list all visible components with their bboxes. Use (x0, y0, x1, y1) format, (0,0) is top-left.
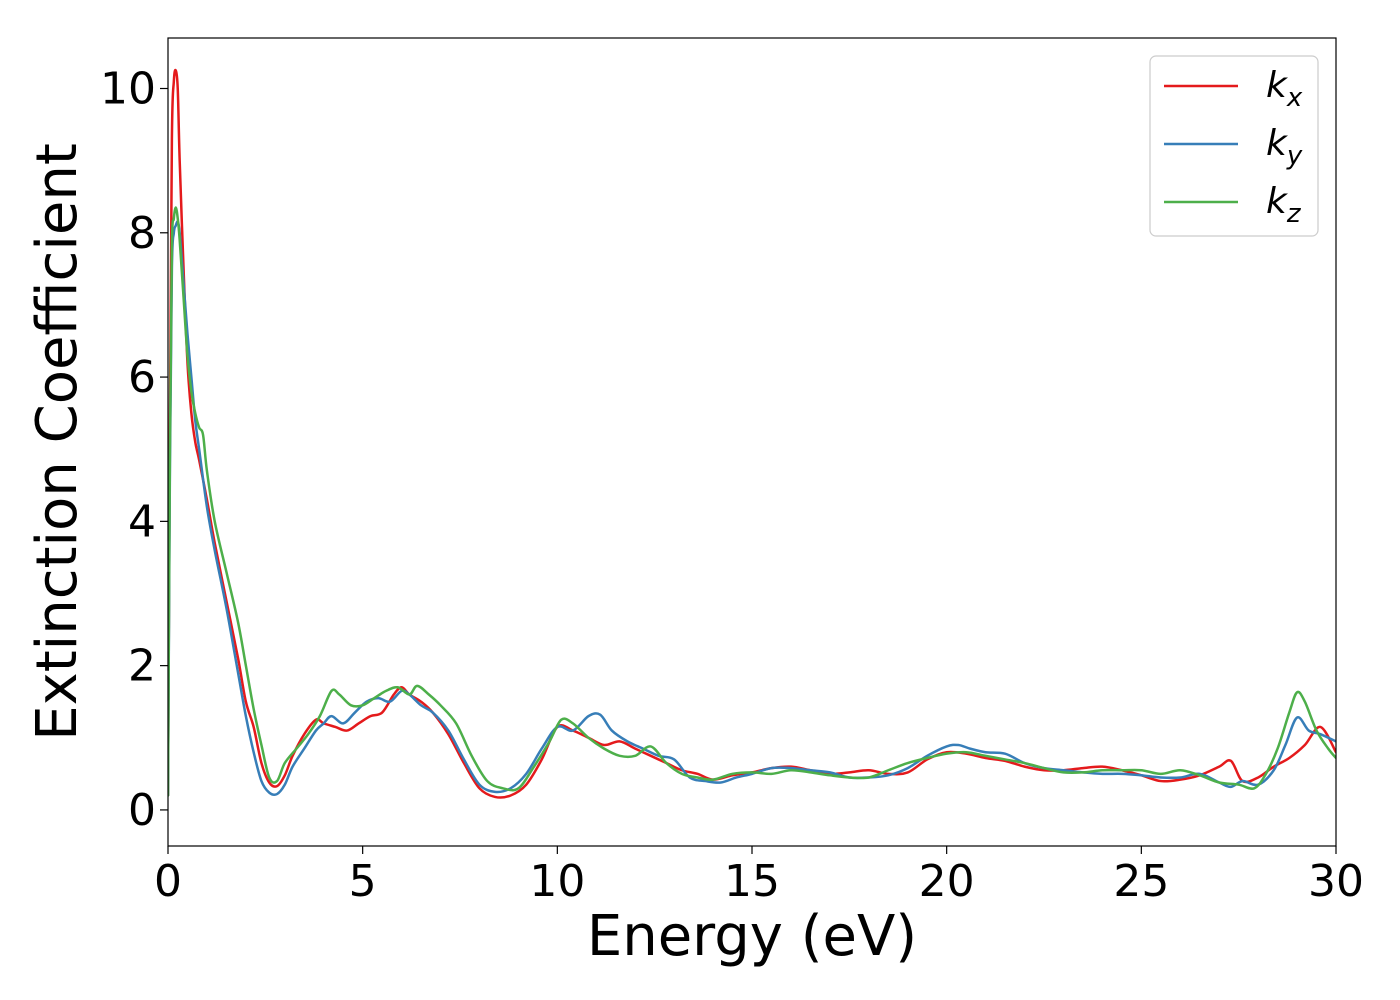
plot-area (167, 37, 1337, 847)
x-tick-label: 20 (919, 856, 975, 907)
x-tick-label: 30 (1308, 856, 1364, 907)
x-tick-label: 25 (1113, 856, 1169, 907)
legend-label-x: kx (1266, 65, 1303, 113)
y-axis-label: Extinction Coefficient (25, 143, 90, 741)
x-tick-label: 15 (724, 856, 780, 907)
series-line-k-y (168, 220, 1336, 797)
x-tick-label: 10 (529, 856, 585, 907)
legend-frame (1149, 55, 1319, 237)
legend-label-y: ky (1266, 123, 1303, 171)
y-tick-label: 2 (128, 641, 156, 692)
x-tick-label: 5 (349, 856, 377, 907)
legend: kx ky kz (1149, 55, 1319, 237)
x-axis-ticks: 0 5 10 15 20 25 30 (154, 846, 1364, 907)
y-tick-label: 4 (128, 496, 156, 547)
y-tick-label: 8 (128, 208, 156, 259)
series-line-k-z (168, 206, 1336, 797)
x-tick-label: 0 (154, 856, 182, 907)
y-tick-label: 6 (128, 352, 156, 403)
y-tick-label: 0 (128, 785, 156, 836)
legend-label-z: kz (1266, 181, 1302, 229)
series-layer (168, 68, 1336, 799)
y-axis-ticks: 0 2 4 6 8 10 (100, 64, 168, 836)
x-axis-label: Energy (eV) (587, 904, 917, 969)
y-tick-label: 10 (100, 64, 156, 115)
